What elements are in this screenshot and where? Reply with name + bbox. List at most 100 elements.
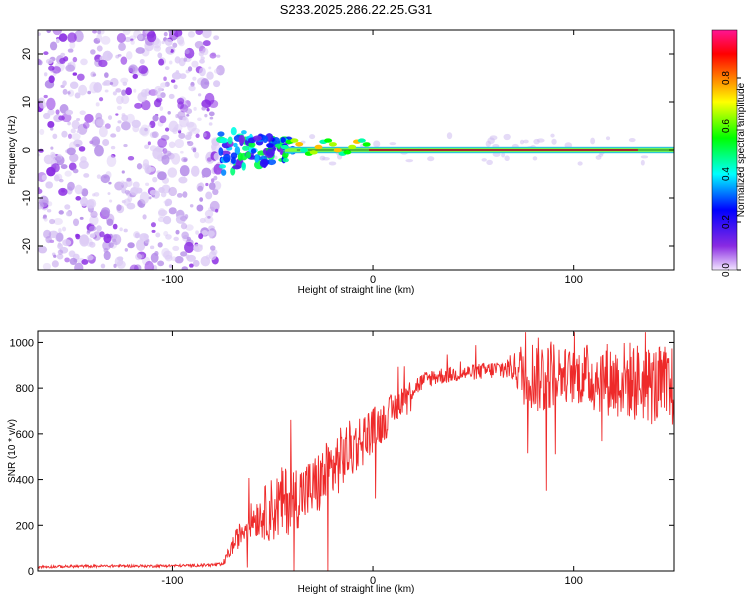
noise-blob — [180, 222, 188, 230]
noise-blob — [45, 58, 54, 65]
noise-blob — [89, 81, 99, 94]
noise-blob — [185, 108, 193, 115]
noise-blob — [116, 204, 122, 211]
noise-blob — [72, 218, 80, 227]
noise-blob — [140, 89, 148, 98]
noise-blob — [61, 226, 67, 232]
noise-blob — [86, 229, 91, 233]
noise-blob — [52, 133, 58, 140]
noise-blob — [144, 260, 154, 270]
noise-blob — [201, 30, 212, 39]
noise-blob — [65, 64, 75, 72]
noise-blob — [53, 254, 57, 258]
noise-blob — [135, 47, 145, 54]
colorbar: 0.0 0.2 0.4 0.6 0.8 Normalized spectral ampl… — [711, 29, 747, 277]
noise-blob — [198, 50, 205, 57]
noise-blob — [152, 114, 159, 122]
signal-wobble — [333, 147, 342, 153]
transition-blob — [227, 136, 233, 145]
transition-blob — [280, 137, 286, 144]
noise-blob — [172, 42, 178, 48]
noise-blob — [51, 260, 59, 268]
noise-blob — [186, 113, 190, 117]
noise-blob — [121, 114, 129, 122]
noise-blob — [96, 45, 103, 52]
sidelobe-blob — [322, 157, 330, 161]
noise-blob — [108, 242, 114, 249]
noise-blob — [182, 116, 187, 121]
noise-blob — [169, 60, 173, 65]
noise-blob — [75, 233, 80, 238]
noise-blob — [180, 150, 184, 154]
noise-blob — [172, 245, 180, 251]
noise-blob — [208, 66, 212, 70]
noise-blob — [142, 214, 147, 220]
noise-blob — [121, 95, 130, 105]
noise-blob — [187, 31, 196, 38]
noise-blob — [67, 91, 71, 95]
noise-blob — [152, 176, 158, 183]
noise-blob — [131, 119, 141, 128]
noise-blob — [195, 30, 203, 35]
noise-blob — [116, 260, 126, 269]
noise-blob — [51, 66, 61, 74]
noise-blob — [71, 133, 81, 141]
noise-blob — [182, 191, 188, 198]
noise-blob — [205, 182, 209, 187]
sidelobe-blob — [389, 142, 397, 146]
noise-blob — [213, 68, 220, 74]
y-tick-label: -20 — [21, 238, 33, 254]
noise-blob — [160, 92, 166, 98]
noise-blob — [189, 263, 194, 268]
noise-blob — [192, 76, 197, 81]
noise-blob — [173, 236, 179, 242]
transition-blob — [265, 148, 275, 157]
noise-blob — [124, 248, 129, 252]
noise-blob — [75, 196, 82, 201]
noise-blob — [193, 246, 200, 252]
noise-blob — [74, 92, 81, 99]
noise-blob — [150, 252, 159, 263]
sidelobe-blob — [605, 136, 611, 141]
noise-blob — [68, 250, 76, 258]
noise-blob — [195, 230, 199, 235]
noise-blob — [213, 181, 222, 191]
transition-blob — [230, 152, 238, 160]
sidelobe-blob — [504, 155, 510, 162]
noise-blob — [185, 224, 194, 231]
noise-blob — [154, 85, 163, 93]
sidelobe-blob — [446, 132, 453, 140]
sidelobe-blob — [590, 137, 596, 145]
signal-wobble — [309, 150, 318, 155]
noise-blob — [57, 249, 64, 255]
noise-blob — [79, 234, 89, 245]
noise-blob — [176, 192, 183, 198]
noise-blob — [43, 214, 47, 219]
snr-ylabel: SNR (10 * v/v) — [7, 419, 18, 483]
noise-blob — [38, 32, 41, 37]
y-tick-label: 10 — [21, 96, 33, 108]
noise-blob — [90, 49, 96, 55]
noise-blob — [159, 115, 167, 124]
noise-blob — [163, 230, 169, 237]
noise-blob — [114, 181, 124, 191]
transition-blob — [254, 154, 260, 163]
noise-blob — [120, 180, 125, 186]
noise-blob — [69, 41, 76, 49]
noise-blob — [134, 102, 143, 109]
noise-blob — [107, 115, 113, 120]
transition-blob — [248, 142, 256, 148]
transition-blob — [274, 143, 283, 148]
noise-blob — [173, 84, 178, 90]
noise-blob — [157, 52, 163, 59]
sidelobe-blob — [519, 139, 525, 145]
noise-blob — [149, 189, 157, 196]
noise-blob — [60, 52, 66, 57]
colorbar-label: Normalized spectral amplitude — [736, 82, 747, 217]
noise-blob — [177, 101, 184, 110]
noise-blob — [110, 133, 117, 138]
noise-blob — [112, 223, 118, 230]
x-tick-label: 0 — [370, 575, 376, 587]
x-tick-label: 100 — [565, 575, 583, 587]
noise-blob — [56, 232, 64, 243]
